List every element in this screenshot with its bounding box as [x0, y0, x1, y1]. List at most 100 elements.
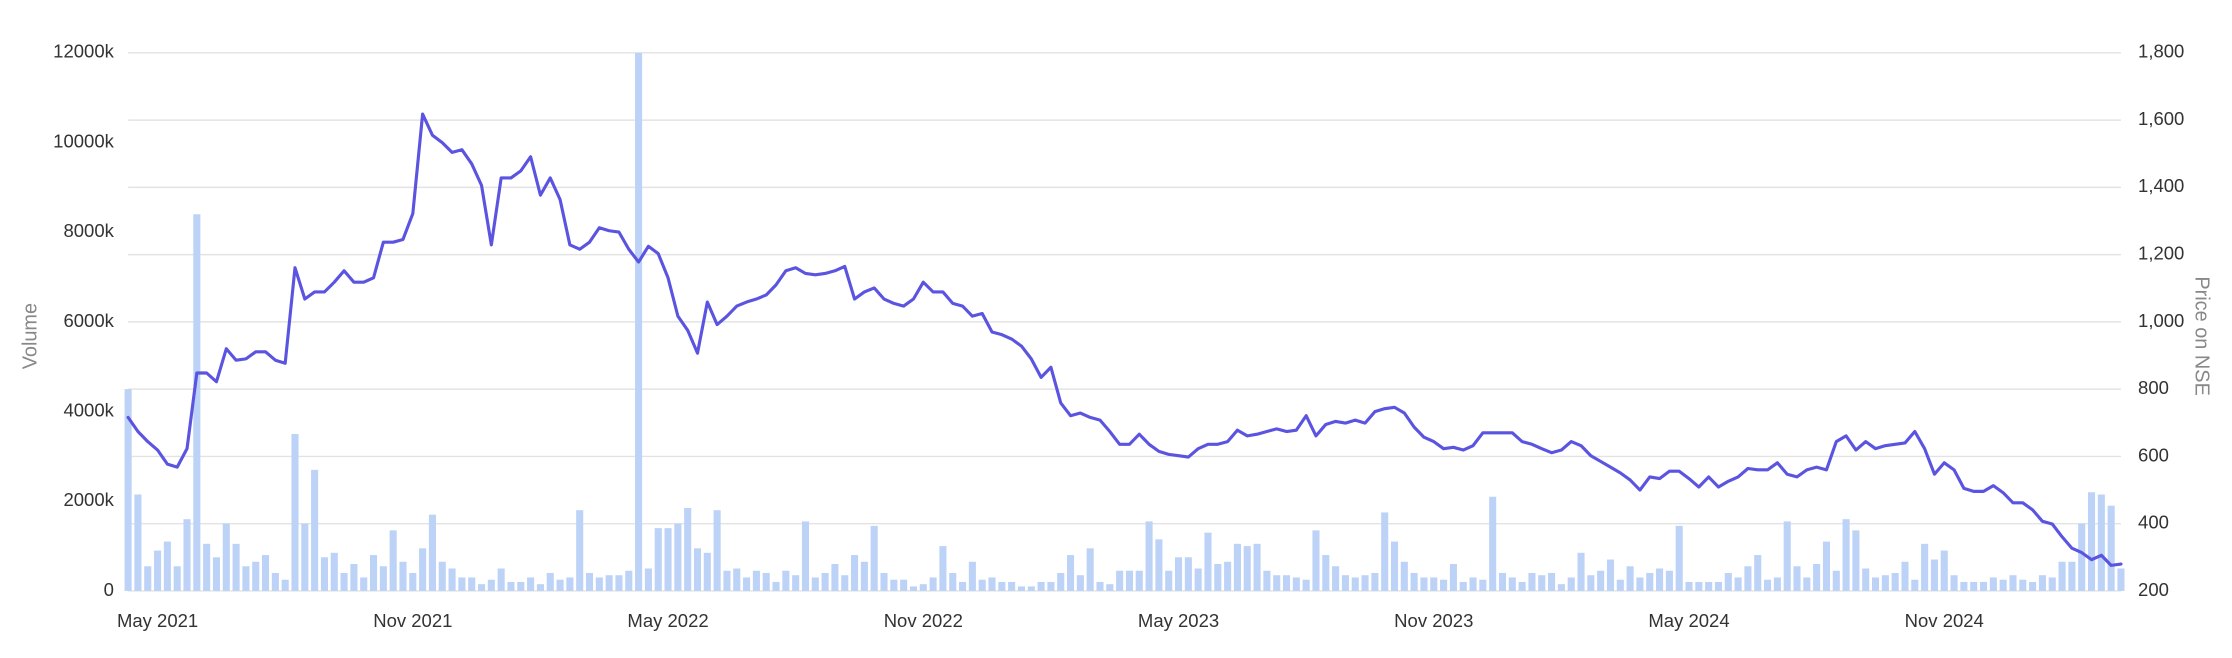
volume-bar [1930, 559, 1938, 591]
volume-bar [978, 579, 986, 591]
y-tick-label: 0 [104, 579, 114, 600]
volume-bar [144, 566, 152, 591]
volume-bar [576, 510, 584, 591]
volume-bar [1057, 572, 1065, 591]
volume-bar [1989, 577, 1997, 591]
volume-bar [419, 548, 427, 591]
volume-bar [409, 572, 417, 591]
y2-tick-label: 1,400 [2138, 175, 2184, 196]
volume-bar [1960, 581, 1968, 591]
volume-bar [1979, 581, 1988, 591]
volume-bar [330, 552, 338, 591]
volume-bar [1420, 577, 1428, 591]
volume-bar [2097, 494, 2105, 591]
volume-bar [1155, 539, 1163, 591]
volume-bar [212, 557, 220, 591]
volume-bar [399, 561, 407, 591]
volume-bar [1489, 496, 1497, 591]
y-tick-label: 10000k [53, 130, 114, 151]
volume-bar [1597, 570, 1605, 591]
volume-bar [2019, 579, 2027, 591]
volume-bar [1116, 570, 1124, 591]
volume-bar [1381, 512, 1389, 591]
volume-bar [2038, 575, 2046, 591]
volume-bar [1125, 570, 1133, 591]
volume-bar [1263, 570, 1271, 591]
volume-bar [811, 577, 819, 591]
volume-bar [1430, 577, 1438, 591]
volume-bar [458, 577, 466, 591]
volume-bar [1017, 586, 1025, 591]
volume-bar [880, 572, 888, 591]
volume-bar [615, 575, 623, 591]
volume-bar [988, 577, 996, 591]
y-tick-label: 8000k [63, 220, 114, 241]
volume-bar [1076, 575, 1084, 591]
x-tick-label: Nov 2021 [373, 610, 452, 631]
y-axis-title: Volume [20, 303, 42, 369]
volume-bar [792, 575, 800, 591]
y-tick-label: 2000k [63, 489, 114, 510]
volume-bar [154, 550, 162, 591]
x-tick-label: Nov 2022 [884, 610, 963, 631]
y2-tick-label: 1,600 [2138, 108, 2184, 129]
volume-bars [124, 52, 2125, 591]
volume-bar [585, 572, 594, 591]
volume-bar [2029, 581, 2037, 591]
volume-bar [1518, 581, 1526, 591]
volume-bar [546, 572, 554, 591]
volume-bar [1459, 581, 1467, 591]
volume-bar [487, 579, 495, 591]
volume-bar [1106, 584, 1114, 591]
volume-bar [1479, 579, 1487, 591]
volume-bar [1508, 577, 1516, 591]
volume-bar [163, 541, 171, 591]
volume-bar [890, 579, 898, 591]
volume-bar [291, 433, 299, 591]
volume-bar [1567, 577, 1575, 591]
volume-bar [703, 552, 711, 591]
volume-bar [1086, 548, 1094, 591]
volume-bar [1872, 577, 1880, 591]
volume-bar [1813, 564, 1821, 591]
volume-bar [124, 389, 132, 591]
volume-bar [1341, 575, 1349, 591]
volume-bar [733, 568, 741, 591]
volume-bar [821, 572, 829, 591]
volume-bar [752, 570, 760, 591]
volume-bar [1646, 572, 1654, 591]
volume-bar [536, 584, 544, 591]
volume-bar [1400, 561, 1408, 591]
volume-bar [379, 566, 387, 591]
grid [128, 52, 2121, 592]
volume-bar [595, 577, 603, 591]
volume-bar [232, 543, 240, 591]
volume-bar [1950, 575, 1958, 591]
volume-bar [1390, 541, 1399, 591]
volume-bar [428, 514, 436, 591]
volume-bar [1538, 575, 1546, 591]
volume-bar [674, 523, 682, 591]
volume-bar [193, 214, 201, 591]
volume-bar [320, 557, 328, 591]
volume-bar [477, 584, 486, 591]
volume-bar [1783, 521, 1791, 591]
volume-bar [517, 581, 525, 591]
volume-bar [654, 528, 662, 591]
volume-bar [1734, 577, 1742, 591]
volume-bar [2058, 561, 2066, 591]
volume-bar [635, 52, 643, 591]
volume-bar [271, 572, 279, 591]
volume-bar [998, 581, 1006, 591]
volume-bar [1135, 570, 1143, 591]
x-tick-label: Nov 2024 [1905, 610, 1984, 631]
volume-bar [438, 561, 446, 591]
y2-axis-title: Price on NSE [2190, 276, 2212, 396]
y-tick-label: 6000k [63, 310, 114, 331]
price-line [126, 112, 2123, 567]
volume-bar [1371, 572, 1379, 591]
volume-bar [1243, 546, 1251, 591]
volume-bar [281, 579, 289, 591]
